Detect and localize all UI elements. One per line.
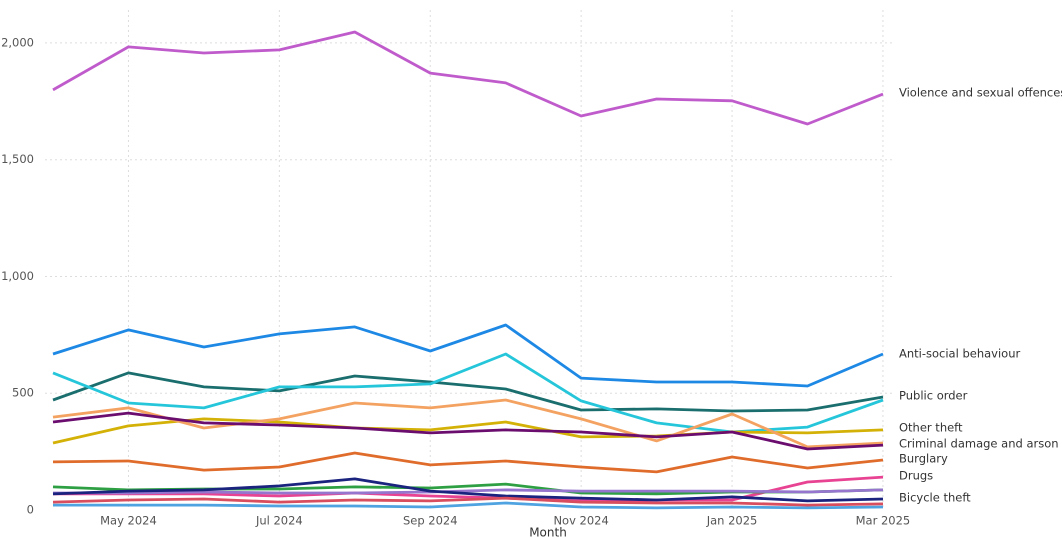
series-line xyxy=(52,411,884,451)
x-tick-label: Mar 2025 xyxy=(856,514,911,528)
x-tick-label: Nov 2024 xyxy=(553,514,608,528)
series-label: Burglary xyxy=(899,452,948,466)
series-label: Violence and sexual offences xyxy=(899,86,1062,100)
y-tick-label: 2,000 xyxy=(1,35,34,49)
x-tick-label: May 2024 xyxy=(100,514,157,528)
series-line xyxy=(52,398,884,449)
series-line xyxy=(52,323,884,388)
series-line xyxy=(52,371,884,413)
series-label: Anti-social behaviour xyxy=(899,347,1020,361)
y-tick-label: 1,500 xyxy=(1,152,34,166)
y-tick-label: 500 xyxy=(12,386,34,400)
x-axis-title: Month xyxy=(529,526,567,538)
series-line xyxy=(53,501,884,510)
series-line xyxy=(52,451,884,474)
series-label: Other theft xyxy=(899,421,963,435)
series-line xyxy=(52,30,884,126)
series-line xyxy=(52,477,884,503)
x-tick-label: Jul 2024 xyxy=(255,514,303,528)
series-line xyxy=(52,496,884,507)
series-label: Public order xyxy=(899,389,968,403)
series-line xyxy=(53,488,884,495)
series-label: Bicycle theft xyxy=(899,491,971,505)
series-label: Drugs xyxy=(899,469,933,483)
y-tick-label: 1,000 xyxy=(1,269,34,283)
y-tick-label: 0 xyxy=(27,503,34,517)
series-label: Criminal damage and arson xyxy=(899,437,1059,451)
x-tick-label: Jan 2025 xyxy=(706,514,758,528)
x-tick-label: Sep 2024 xyxy=(403,514,458,528)
